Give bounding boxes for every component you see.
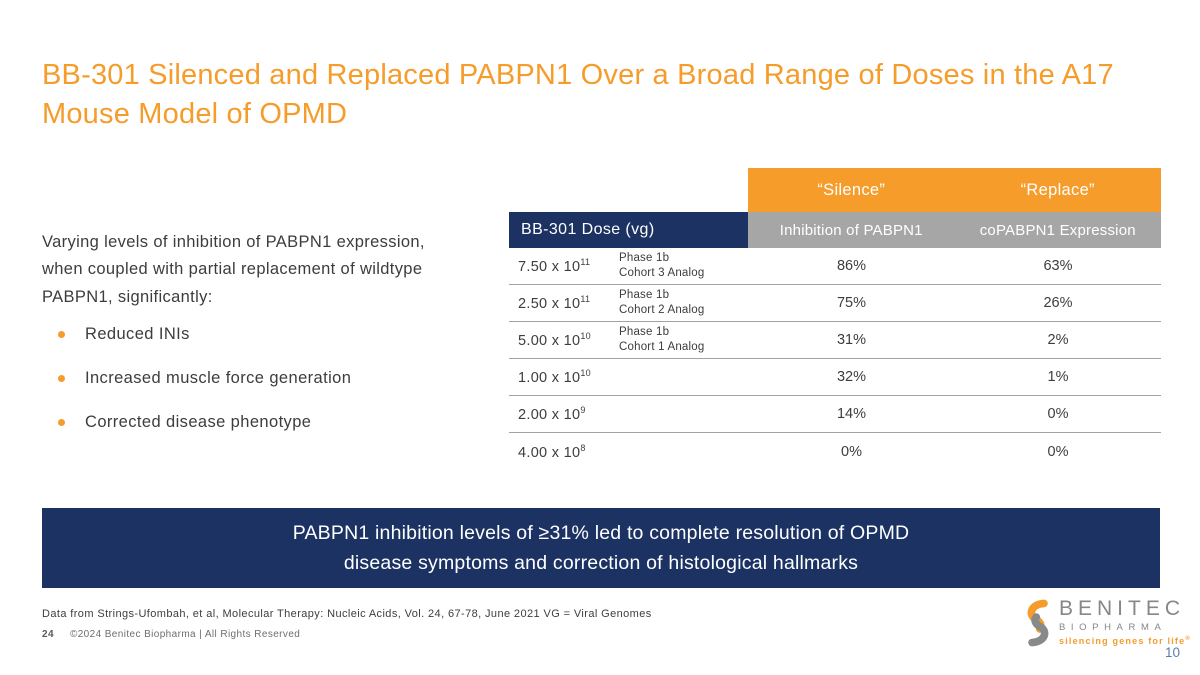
banner-line-1: PABPN1 inhibition levels of ≥31% led to …	[292, 521, 910, 544]
expression-value: 0%	[1047, 406, 1069, 422]
list-item: Increased muscle force generation	[58, 369, 351, 388]
table-row: 4.00 x 108 0% 0%	[509, 433, 1161, 470]
expression-value: 63%	[1043, 258, 1073, 274]
data-source-citation: Data from Strings-Ufombah, et al, Molecu…	[42, 608, 652, 620]
inhibition-value: 0%	[841, 443, 862, 460]
bullet-icon	[58, 375, 65, 382]
table-row: 1.00 x 1010 32% 1%	[509, 359, 1161, 396]
cohort-label: Phase 1b Cohort 1 Analog	[619, 326, 705, 353]
inhibition-value: 32%	[836, 369, 867, 385]
silence-group-header: “Silence”	[817, 180, 886, 199]
logo-text: BENITEC BIOPHARMA silencing genes for li…	[1059, 597, 1191, 646]
slide-title: BB-301 Silenced and Replaced PABPN1 Over…	[42, 59, 1114, 131]
dose-value: 1.00 x 1010	[518, 368, 591, 386]
list-item: Corrected disease phenotype	[58, 413, 351, 432]
bullet-list: Reduced INIs Increased muscle force gene…	[58, 325, 351, 457]
benitec-logo: BENITEC BIOPHARMA silencing genes for li…	[1021, 597, 1191, 647]
bullet-icon	[58, 419, 65, 426]
inhibition-column-header: Inhibition of PABPN1	[779, 221, 923, 239]
table-header-row: BB-301 Dose (vg) Inhibition of PABPN1 co…	[509, 212, 1161, 248]
logo-name: BENITEC	[1059, 597, 1186, 620]
table-row: 2.50 x 1011 Phase 1b Cohort 2 Analog 75% …	[509, 285, 1161, 322]
intro-paragraph: Varying levels of inhibition of PABPN1 e…	[42, 233, 425, 306]
copyright-text: ©2024 Benitec Biopharma | All Rights Res…	[69, 629, 301, 640]
bullet-label: Reduced INIs	[85, 325, 190, 343]
table-row: 2.00 x 109 14% 0%	[509, 396, 1161, 433]
footer: 24 ©2024 Benitec Biopharma | All Rights …	[42, 629, 300, 640]
inhibition-value: 75%	[836, 295, 867, 311]
dose-value: 4.00 x 108	[518, 442, 586, 461]
bullet-icon	[58, 331, 65, 338]
expression-value: 0%	[1047, 443, 1069, 460]
expression-value: 1%	[1047, 369, 1069, 385]
expression-value: 2%	[1047, 332, 1069, 348]
table-body: 7.50 x 1011 Phase 1b Cohort 3 Analog 86% …	[509, 248, 1161, 470]
banner-line-2: disease symptoms and correction of histo…	[343, 552, 859, 574]
dose-value: 5.00 x 1010	[518, 331, 591, 349]
benitec-helix-icon	[1027, 599, 1049, 647]
dose-value: 2.50 x 1011	[518, 294, 591, 312]
list-item: Reduced INIs	[58, 325, 351, 344]
key-takeaway-banner: PABPN1 inhibition levels of ≥31% led to …	[42, 508, 1160, 588]
replace-group-header: “Replace”	[1020, 180, 1095, 199]
dose-table: “Silence” “Replace” BB-301 Dose (vg) Inh…	[509, 168, 1161, 470]
cohort-label: Phase 1b Cohort 2 Analog	[619, 289, 705, 316]
table-group-header: “Silence” “Replace”	[748, 168, 1161, 212]
table-row: 7.50 x 1011 Phase 1b Cohort 3 Analog 86% …	[509, 248, 1161, 285]
bullet-label: Increased muscle force generation	[85, 369, 352, 387]
logo-subtitle: BIOPHARMA	[1059, 622, 1167, 634]
page-number: 10	[1164, 645, 1180, 660]
dose-value: 7.50 x 1011	[518, 257, 591, 275]
bullet-label: Corrected disease phenotype	[85, 413, 312, 431]
inhibition-value: 31%	[836, 332, 867, 348]
logo-tagline: silencing genes for life®	[1059, 636, 1191, 647]
inhibition-value: 14%	[836, 406, 867, 422]
table-row: 5.00 x 1010 Phase 1b Cohort 1 Analog 31% …	[509, 322, 1161, 359]
metric-column-headers: Inhibition of PABPN1 coPABPN1 Expression	[748, 212, 1161, 248]
expression-column-header: coPABPN1 Expression	[979, 221, 1136, 239]
dose-column-header: BB-301 Dose (vg)	[509, 212, 748, 248]
slide-number-small: 24	[42, 629, 54, 640]
cohort-label: Phase 1b Cohort 3 Analog	[619, 252, 705, 279]
dose-value: 2.00 x 109	[518, 405, 586, 423]
inhibition-value: 86%	[836, 258, 867, 274]
expression-value: 26%	[1043, 295, 1073, 311]
